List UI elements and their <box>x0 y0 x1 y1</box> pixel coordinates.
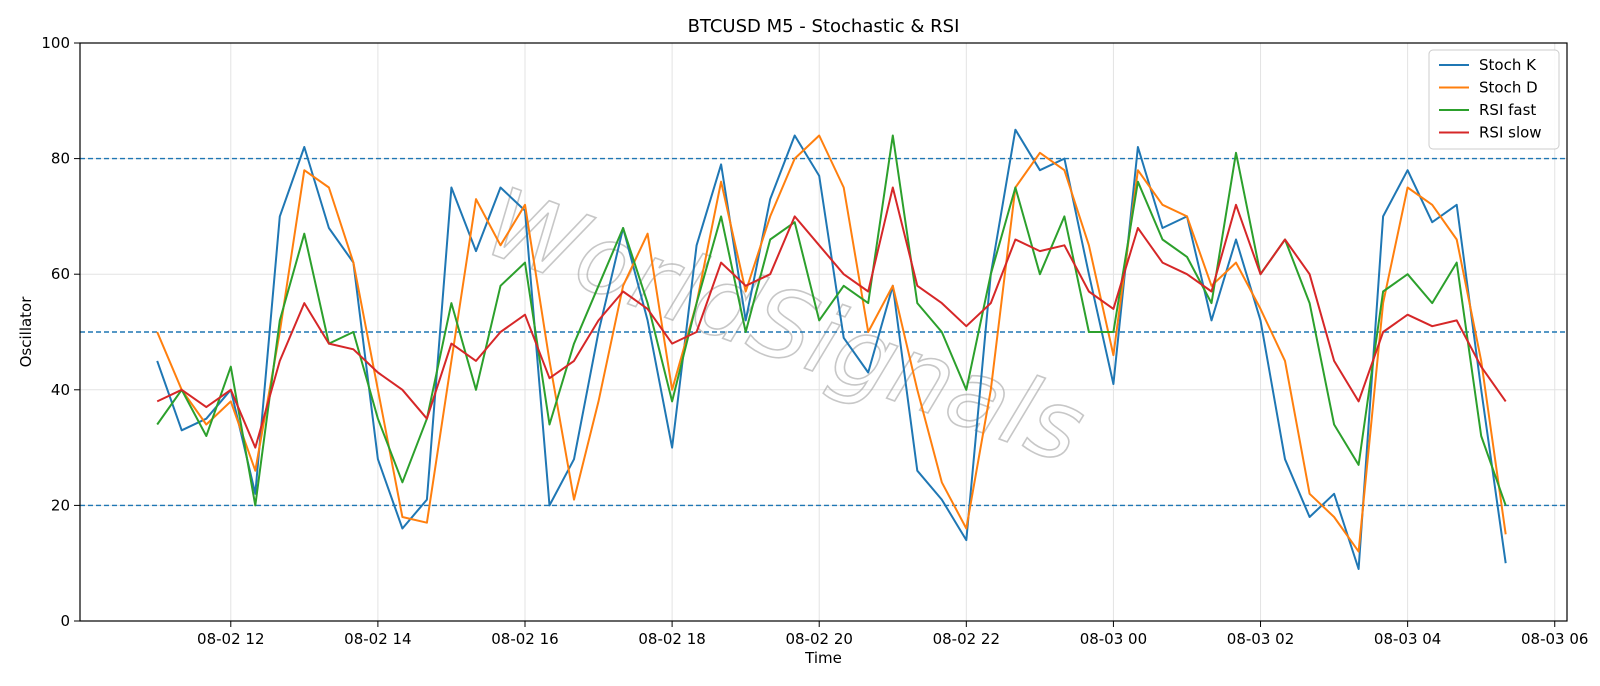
legend-label-rsi-fast: RSI fast <box>1479 101 1536 119</box>
x-tick-label: 08-03 00 <box>1080 630 1147 648</box>
x-tick-label: 08-02 18 <box>638 630 705 648</box>
legend-label-rsi-slow: RSI slow <box>1479 124 1542 142</box>
x-tick-label: 08-02 22 <box>933 630 1000 648</box>
y-tick-label: 80 <box>51 150 70 168</box>
series-lines <box>156 128 1507 570</box>
series-line-stoch-k <box>156 128 1507 570</box>
legend: Stoch K Stoch D RSI fast RSI slow <box>1428 49 1560 150</box>
series-line-stoch-d <box>156 134 1507 553</box>
x-tick-label: 08-03 04 <box>1374 630 1441 648</box>
series-line-rsi-slow <box>156 186 1507 449</box>
legend-label-stoch-k: Stoch K <box>1479 56 1537 74</box>
y-tick-label: 100 <box>41 34 70 52</box>
x-tick-label: 08-03 02 <box>1227 630 1294 648</box>
legend-box <box>1428 49 1560 150</box>
x-tick-label: 08-02 16 <box>491 630 558 648</box>
y-axis-title: Oscillator <box>17 296 35 368</box>
y-tick-label: 40 <box>51 381 70 399</box>
x-axis: 08-02 12 08-02 14 08-02 16 08-02 18 08-02 20… <box>197 621 1588 648</box>
plot-frame <box>79 42 1568 622</box>
y-tick-label: 0 <box>60 612 70 630</box>
x-tick-label: 08-02 12 <box>197 630 264 648</box>
x-axis-title: Time <box>804 649 842 667</box>
y-tick-label: 60 <box>51 265 70 283</box>
x-tick-label: 08-02 14 <box>344 630 411 648</box>
legend-label-stoch-d: Stoch D <box>1479 79 1538 97</box>
chart-title: BTCUSD M5 - Stochastic & RSI <box>688 16 960 37</box>
x-tick-label: 08-02 20 <box>785 630 852 648</box>
y-tick-label: 20 <box>51 496 70 514</box>
x-tick-label: 08-03 06 <box>1521 630 1588 648</box>
y-axis: 0 20 40 60 80 100 <box>41 34 80 630</box>
